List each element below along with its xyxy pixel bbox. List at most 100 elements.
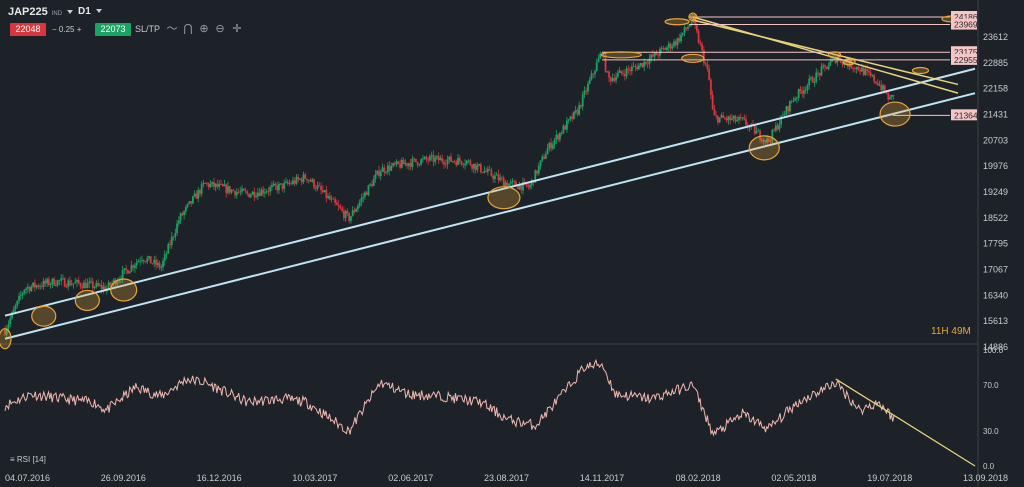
candle-body [439,158,442,161]
candle-body [553,139,556,145]
candle-body [697,31,700,43]
symbol-selector[interactable]: JAP225 IND [8,6,74,18]
candle-body [639,63,642,66]
candle-body [630,66,633,72]
candle-body [158,262,161,268]
candle-body [323,190,326,193]
candle-body [560,132,563,134]
candle-body [9,318,12,325]
candle-body [625,68,628,77]
candle-body [342,210,345,218]
candle-body [314,187,317,189]
timeframe-selector[interactable]: D1 [78,6,102,17]
candle-body [234,190,236,196]
rsi-indicator-label[interactable]: ≡ RSI [14] [10,455,46,464]
spread-minus[interactable]: − [52,25,57,34]
crosshair-icon[interactable]: ✛ [232,23,242,35]
touch-point-highlight [110,278,138,302]
candle-body [671,46,674,49]
candle-body [789,101,791,112]
candle-body [781,114,784,116]
candle-body [515,181,517,187]
candle-body [144,261,147,263]
candle-body [666,47,668,50]
candle-body [443,161,445,165]
buy-button[interactable]: 22073 [95,23,131,36]
candle-body [392,163,394,167]
candle-body [353,210,356,212]
candle-body [892,94,895,97]
candle-body [369,184,372,186]
candle-body [385,172,387,173]
price-tag-label: 24186 [954,12,978,22]
candle-body [766,138,768,143]
sl-tp-button[interactable]: SL/TP [135,24,161,34]
candle-body [885,92,888,94]
candle-body [100,284,103,290]
magnet-icon[interactable]: ⋂ [183,23,193,35]
candle-body [724,117,726,119]
candle-body [608,71,610,78]
spread-stepper[interactable]: − 0.25 + [52,23,81,36]
candle-body [379,171,382,177]
spread-plus[interactable]: + [76,25,82,34]
candle-body [358,201,361,206]
candle-body [23,289,26,294]
candle-body [706,64,709,69]
candle-body [25,288,27,290]
candle-body [40,286,43,288]
candle-body [12,309,15,313]
candle-body [446,159,449,165]
rsi-tick-label: 70.0 [983,381,999,390]
candle-body [214,183,217,187]
candle-body [648,58,651,64]
line-chart-icon[interactable]: 〜 [166,23,178,35]
candle-body [235,191,238,196]
candle-body [357,205,359,209]
zoom-out-icon[interactable]: ⊖ [215,23,225,35]
price-tick-label: 21431 [983,110,1008,120]
candle-body [407,163,410,166]
time-tick-label: 02.06.2017 [388,473,433,483]
candle-body [337,204,340,207]
candle-body [169,244,171,246]
candle-body [432,155,435,162]
candle-body [738,117,740,121]
candle-body [60,278,63,281]
candle-body [81,286,84,289]
price-tag-box [951,46,977,58]
candle-body [613,78,616,81]
candle-body [776,125,779,130]
candle-body [643,61,646,68]
candle-body [734,115,737,122]
price-tag-box [951,53,977,65]
sell-button[interactable]: 22048 [10,23,46,36]
candle-body [69,280,71,286]
candle-body [425,156,428,160]
candle-body [204,182,207,184]
candle-body [360,198,363,202]
candle-body [620,70,623,74]
price-tick-label: 17795 [983,239,1008,249]
candle-body [139,260,142,262]
candle-body [852,68,855,69]
candle-body [281,183,284,189]
candle-body [845,61,847,64]
candle-body [664,48,667,50]
candle-body [875,81,877,83]
candle-body [880,84,883,91]
candle-body [265,191,268,193]
candle-body [878,84,881,86]
candle-body [472,163,475,169]
time-tick-label: 13.09.2018 [963,473,1008,483]
candle-body [743,117,746,120]
candle-body [276,185,279,191]
candle-body [794,98,797,101]
candle-body [720,115,723,118]
candle-body [436,156,438,158]
zoom-in-icon[interactable]: ⊕ [199,23,209,35]
candle-body [253,191,256,198]
candle-body [792,100,795,102]
candle-body [887,93,890,100]
